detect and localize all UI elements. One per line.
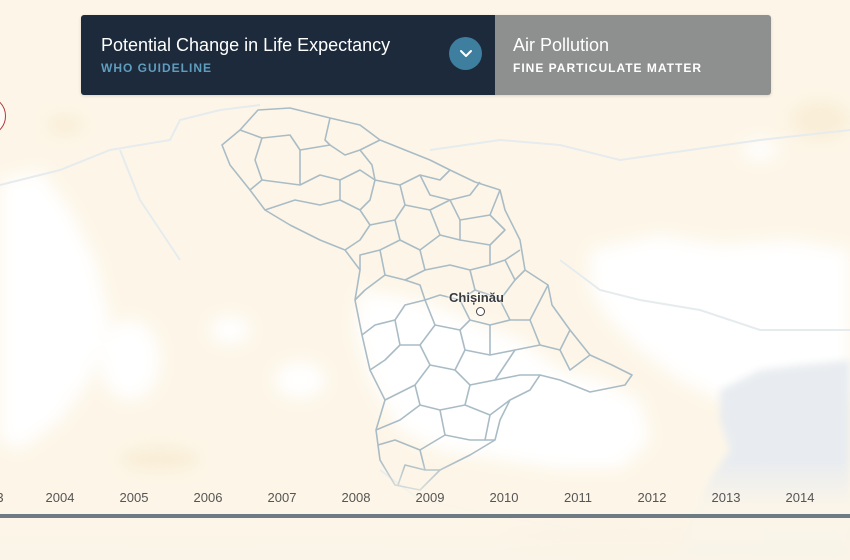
layer-title: Air Pollution bbox=[513, 35, 610, 55]
metric-dropdown-button[interactable] bbox=[449, 37, 482, 70]
timeline-backdrop bbox=[0, 460, 850, 560]
layer-selector-header: Potential Change in Life Expectancy WHO … bbox=[81, 15, 771, 95]
timeline-year[interactable]: 2014 bbox=[785, 490, 815, 505]
timeline-year[interactable]: 2007 bbox=[267, 490, 297, 505]
timeline-year[interactable]: 2012 bbox=[637, 490, 667, 505]
timeline-track[interactable] bbox=[0, 514, 850, 518]
metric-title: Potential Change in Life Expectancy bbox=[101, 35, 391, 55]
timeline-year[interactable]: 2008 bbox=[341, 490, 371, 505]
timeline-year[interactable]: 2004 bbox=[45, 490, 75, 505]
metric-selector[interactable]: Potential Change in Life Expectancy WHO … bbox=[81, 15, 495, 95]
timeline-year[interactable]: 3 bbox=[0, 490, 4, 505]
timeline-year[interactable]: 2011 bbox=[564, 490, 592, 505]
city-label: Chișinău bbox=[449, 290, 504, 305]
clear-air-areas bbox=[0, 140, 850, 470]
layer-subtitle: FINE PARTICULATE MATTER bbox=[513, 61, 702, 75]
timeline-year[interactable]: 2006 bbox=[193, 490, 223, 505]
metric-subtitle: WHO GUIDELINE bbox=[101, 61, 212, 75]
timeline-year[interactable]: 2013 bbox=[711, 490, 741, 505]
timeline-year[interactable]: 2009 bbox=[415, 490, 445, 505]
timeline-year[interactable]: 2005 bbox=[119, 490, 149, 505]
timeline-year[interactable]: 2010 bbox=[489, 490, 519, 505]
timeline[interactable]: 3 2004 2005 2006 2007 2008 2009 2010 201… bbox=[0, 482, 850, 522]
layer-tab-air-pollution[interactable]: Air Pollution FINE PARTICULATE MATTER bbox=[495, 15, 771, 95]
city-marker-icon[interactable] bbox=[476, 307, 485, 316]
chevron-down-icon bbox=[459, 49, 472, 57]
